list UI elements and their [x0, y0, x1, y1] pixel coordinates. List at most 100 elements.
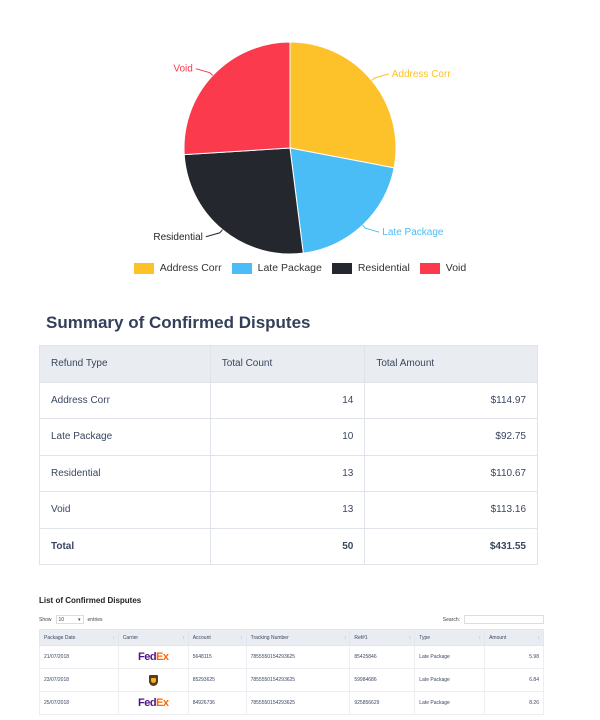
cell-count: 13	[209, 491, 366, 529]
cell-type: Address Corr	[39, 381, 211, 419]
entries-select[interactable]: 10 ▾	[55, 615, 84, 624]
cell-account: 5648115	[187, 645, 247, 669]
cell-amount: 8.26	[484, 691, 544, 715]
leader-line	[205, 229, 223, 238]
legend-label: Residential	[357, 262, 410, 274]
cell-account: 84926736	[187, 691, 247, 715]
legend-swatch	[133, 262, 154, 274]
cell-amount: $113.16	[364, 491, 538, 529]
sort-icon: ↕	[343, 635, 347, 641]
cell-amount: 6.84	[484, 668, 544, 692]
search-label: Search:	[442, 616, 460, 623]
pie-chart-svg: Address Corr Late Package Residential Void	[153, 41, 452, 255]
pie-slice-late-package[interactable]	[289, 147, 395, 254]
chart-legend: Address Corr Late Package Residential Vo…	[0, 262, 600, 274]
table-row: Late Package 10 $92.75	[39, 418, 538, 456]
leader-line	[195, 68, 214, 76]
cell-type: Late Package	[414, 645, 486, 669]
pie-chart: Address Corr Late Package Residential Void …	[0, 0, 600, 285]
header-label: Package Date	[44, 634, 76, 641]
cell-amount: $92.75	[364, 418, 538, 456]
cell-date: 21/07/2018	[39, 645, 119, 669]
cell-tracking: 7855550154293625	[245, 645, 351, 669]
entries-label: entries	[87, 616, 103, 623]
total-row: Total 50 $431.55	[39, 527, 538, 565]
summary-title: Summary of Confirmed Disputes	[46, 313, 311, 332]
header-total-amount: Total Amount	[364, 345, 538, 383]
pie-slice-residential[interactable]	[183, 147, 304, 255]
header-refund-type: Refund Type	[39, 345, 211, 383]
header-type[interactable]: Type ↕	[414, 629, 486, 646]
chevron-down-icon: ▾	[78, 616, 81, 623]
header-label: Amount	[489, 634, 507, 641]
header-tracking-number[interactable]: Tracking Number ↕	[245, 629, 351, 646]
disputes-table: Package Date ↓ Carrier ↕ Account ↕ Tracking…	[39, 629, 544, 715]
show-label: Show	[39, 616, 52, 623]
cell-count: 13	[209, 454, 366, 492]
legend-label: Address Corr	[159, 262, 222, 274]
cell-date: 25/07/2018	[39, 691, 119, 715]
legend-item-address-corr[interactable]: Address Corr	[133, 262, 222, 274]
entries-value: 10	[58, 616, 65, 623]
cell-carrier	[117, 668, 189, 692]
cell-amount: $114.97	[364, 381, 538, 419]
sort-icon: ↕	[537, 635, 541, 641]
cell-type: Late Package	[39, 418, 211, 456]
cell-count: 10	[209, 418, 366, 456]
legend-label: Late Package	[257, 262, 322, 274]
cell-count: 14	[209, 381, 366, 419]
header-carrier[interactable]: Carrier ↕	[117, 629, 189, 646]
sort-icon: ↕	[182, 635, 185, 641]
sort-icon: ↓	[112, 635, 115, 641]
fedex-logo: FedEx	[137, 651, 169, 663]
legend-item-void[interactable]: Void	[419, 262, 467, 274]
search-input[interactable]	[464, 615, 544, 624]
cell-type: Late Package	[414, 691, 486, 715]
fedex-logo: FedEx	[137, 697, 169, 709]
cell-type: Residential	[39, 454, 211, 492]
header-label: Tracking Number	[250, 634, 289, 641]
ups-logo	[148, 674, 158, 686]
table-row: Address Corr 14 $114.97	[39, 381, 538, 419]
slice-label: Void	[173, 64, 192, 75]
table-row[interactable]: 21/07/2018 FedEx 5648115 785555015429362…	[39, 645, 544, 669]
cell-carrier: FedEx	[117, 691, 189, 715]
table-row: Residential 13 $110.67	[39, 454, 538, 492]
header-package-date[interactable]: Package Date ↓	[39, 629, 119, 646]
search-control: Search:	[443, 615, 544, 624]
header-total-count: Total Count	[209, 345, 366, 383]
sort-icon: ↕	[240, 635, 243, 641]
legend-item-residential[interactable]: Residential	[331, 262, 410, 274]
cell-ref: 925856629	[349, 691, 416, 715]
sort-icon: ↕	[408, 635, 412, 641]
legend-swatch	[419, 262, 440, 274]
legend-swatch	[331, 262, 352, 274]
table-row: Void 13 $113.16	[39, 491, 538, 529]
header-amount[interactable]: Amount ↕	[484, 629, 544, 646]
cell-total-label: Total	[39, 527, 211, 565]
cell-amount: $110.67	[364, 454, 538, 492]
cell-date: 23/07/2018	[39, 668, 119, 692]
header-ref1[interactable]: Ref#1 ↕	[349, 629, 416, 646]
cell-account: 85293625	[187, 668, 247, 692]
leader-line	[362, 224, 380, 233]
leader-line	[371, 73, 389, 81]
table-row[interactable]: 25/07/2018 FedEx 84926736 78555501542936…	[39, 691, 544, 715]
summary-table: Refund Type Total Count Total Amount Add…	[39, 345, 538, 565]
cell-ref: 59984686	[349, 668, 416, 692]
disputes-header-row: Package Date ↓ Carrier ↕ Account ↕ Tracking…	[39, 629, 544, 646]
cell-tracking: 7855550154293625	[245, 691, 351, 715]
pie-slice-address-corr[interactable]	[289, 41, 397, 169]
slice-label: Address Corr	[392, 69, 452, 80]
legend-label: Void	[445, 262, 467, 274]
table-row[interactable]: 23/07/2018 85293625 7855550154293625 599…	[39, 668, 544, 692]
pie-slice-void[interactable]	[183, 41, 291, 156]
header-account[interactable]: Account ↕	[187, 629, 247, 646]
cell-carrier: FedEx	[117, 645, 189, 669]
cell-type: Void	[39, 491, 211, 529]
slice-label: Residential	[153, 232, 202, 243]
legend-item-late-package[interactable]: Late Package	[231, 262, 322, 274]
sort-icon: ↕	[478, 635, 482, 641]
cell-type: Late Package	[414, 668, 486, 692]
cell-total-count: 50	[209, 527, 366, 565]
